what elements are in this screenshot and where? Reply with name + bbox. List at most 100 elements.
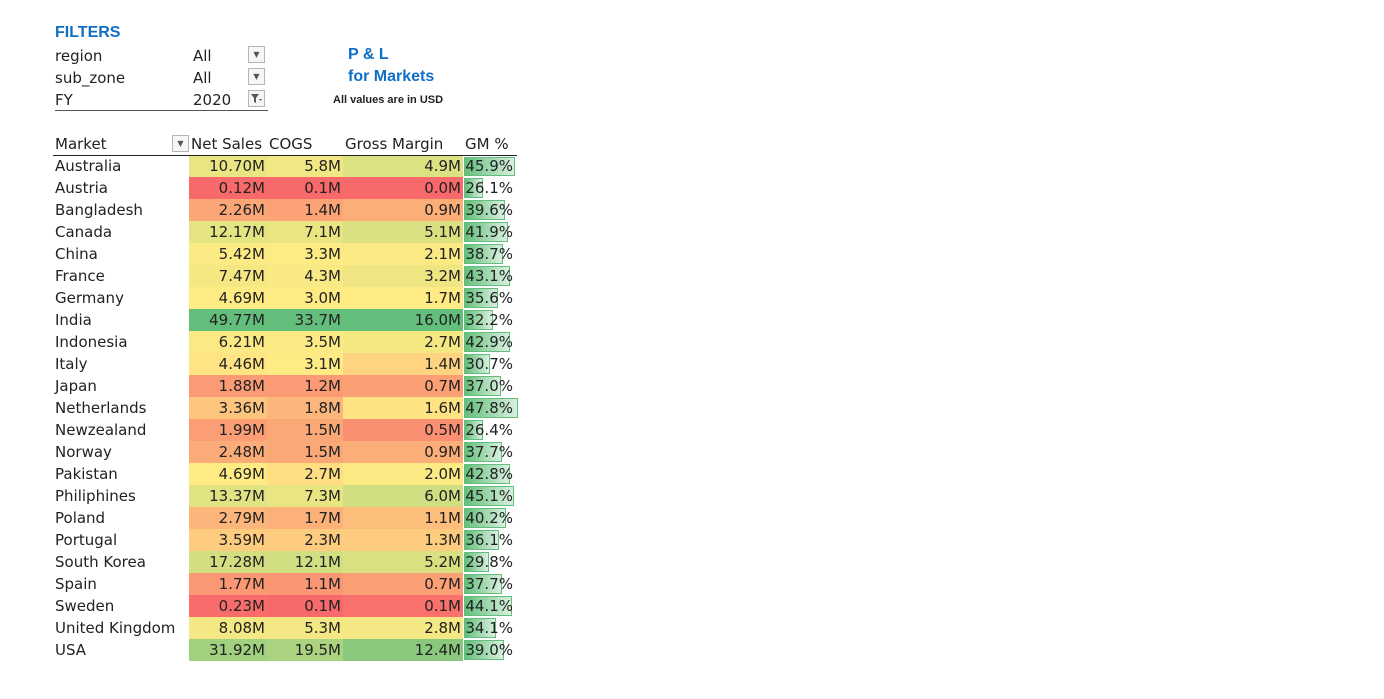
net-sales-cell[interactable]: 2.26M bbox=[189, 199, 267, 221]
market-name-cell[interactable]: Indonesia bbox=[55, 333, 128, 351]
market-name-cell[interactable]: Germany bbox=[55, 289, 124, 307]
cogs-cell[interactable]: 3.0M bbox=[267, 287, 343, 309]
cogs-cell[interactable]: 5.3M bbox=[267, 617, 343, 639]
net-sales-cell[interactable]: 1.99M bbox=[189, 419, 267, 441]
market-name-cell[interactable]: Norway bbox=[55, 443, 112, 461]
gross-margin-cell[interactable]: 0.7M bbox=[343, 573, 463, 595]
market-name-cell[interactable]: Bangladesh bbox=[55, 201, 143, 219]
gross-margin-cell[interactable]: 5.2M bbox=[343, 551, 463, 573]
market-name-cell[interactable]: Canada bbox=[55, 223, 113, 241]
net-sales-cell[interactable]: 5.42M bbox=[189, 243, 267, 265]
gross-margin-cell[interactable]: 4.9M bbox=[343, 155, 463, 177]
net-sales-cell[interactable]: 12.17M bbox=[189, 221, 267, 243]
gm-pct-cell[interactable]: 34.1% bbox=[463, 617, 517, 639]
gm-pct-cell[interactable]: 43.1% bbox=[463, 265, 517, 287]
net-sales-cell[interactable]: 3.36M bbox=[189, 397, 267, 419]
dropdown-arrow-icon[interactable]: ▼ bbox=[248, 68, 265, 85]
net-sales-cell[interactable]: 4.46M bbox=[189, 353, 267, 375]
gross-margin-cell[interactable]: 2.8M bbox=[343, 617, 463, 639]
gross-margin-cell[interactable]: 0.9M bbox=[343, 441, 463, 463]
filter-value-region[interactable]: All bbox=[193, 47, 212, 65]
gm-pct-cell[interactable]: 39.6% bbox=[463, 199, 517, 221]
market-name-cell[interactable]: Austria bbox=[55, 179, 108, 197]
net-sales-cell[interactable]: 7.47M bbox=[189, 265, 267, 287]
cogs-cell[interactable]: 19.5M bbox=[267, 639, 343, 661]
gross-margin-cell[interactable]: 0.0M bbox=[343, 177, 463, 199]
cogs-cell[interactable]: 1.5M bbox=[267, 441, 343, 463]
market-name-cell[interactable]: Netherlands bbox=[55, 399, 147, 417]
market-name-cell[interactable]: Sweden bbox=[55, 597, 115, 615]
gross-margin-cell[interactable]: 2.0M bbox=[343, 463, 463, 485]
cogs-cell[interactable]: 12.1M bbox=[267, 551, 343, 573]
gm-pct-cell[interactable]: 39.0% bbox=[463, 639, 517, 661]
cogs-cell[interactable]: 7.1M bbox=[267, 221, 343, 243]
gross-margin-cell[interactable]: 2.7M bbox=[343, 331, 463, 353]
gross-margin-cell[interactable]: 0.7M bbox=[343, 375, 463, 397]
net-sales-cell[interactable]: 13.37M bbox=[189, 485, 267, 507]
gm-pct-cell[interactable]: 35.6% bbox=[463, 287, 517, 309]
net-sales-cell[interactable]: 17.28M bbox=[189, 551, 267, 573]
gross-margin-cell[interactable]: 1.1M bbox=[343, 507, 463, 529]
gm-pct-cell[interactable]: 37.7% bbox=[463, 573, 517, 595]
market-name-cell[interactable]: China bbox=[55, 245, 98, 263]
gm-pct-cell[interactable]: 36.1% bbox=[463, 529, 517, 551]
dropdown-arrow-icon[interactable]: ▼ bbox=[248, 46, 265, 63]
cogs-cell[interactable]: 1.2M bbox=[267, 375, 343, 397]
gross-margin-cell[interactable]: 3.2M bbox=[343, 265, 463, 287]
net-sales-cell[interactable]: 0.12M bbox=[189, 177, 267, 199]
market-name-cell[interactable]: India bbox=[55, 311, 92, 329]
gross-margin-cell[interactable]: 1.3M bbox=[343, 529, 463, 551]
dropdown-arrow-icon[interactable]: ▼ bbox=[172, 135, 189, 152]
market-name-cell[interactable]: Japan bbox=[55, 377, 97, 395]
gm-pct-cell[interactable]: 41.9% bbox=[463, 221, 517, 243]
gm-pct-cell[interactable]: 42.8% bbox=[463, 463, 517, 485]
cogs-cell[interactable]: 1.8M bbox=[267, 397, 343, 419]
market-name-cell[interactable]: Australia bbox=[55, 157, 122, 176]
net-sales-cell[interactable]: 10.70M bbox=[189, 155, 267, 177]
gm-pct-cell[interactable]: 45.1% bbox=[463, 485, 517, 507]
gross-margin-cell[interactable]: 5.1M bbox=[343, 221, 463, 243]
cogs-cell[interactable]: 33.7M bbox=[267, 309, 343, 331]
market-name-cell[interactable]: France bbox=[55, 267, 105, 285]
net-sales-cell[interactable]: 8.08M bbox=[189, 617, 267, 639]
cogs-cell[interactable]: 5.8M bbox=[267, 155, 343, 177]
cogs-cell[interactable]: 2.7M bbox=[267, 463, 343, 485]
net-sales-cell[interactable]: 31.92M bbox=[189, 639, 267, 661]
net-sales-cell[interactable]: 2.48M bbox=[189, 441, 267, 463]
gm-pct-cell[interactable]: 40.2% bbox=[463, 507, 517, 529]
gm-pct-cell[interactable]: 32.2% bbox=[463, 309, 517, 331]
market-name-cell[interactable]: Newzealand bbox=[55, 421, 147, 439]
cogs-cell[interactable]: 1.1M bbox=[267, 573, 343, 595]
gross-margin-cell[interactable]: 0.5M bbox=[343, 419, 463, 441]
net-sales-cell[interactable]: 4.69M bbox=[189, 463, 267, 485]
market-name-cell[interactable]: Philiphines bbox=[55, 487, 136, 505]
gross-margin-cell[interactable]: 1.6M bbox=[343, 397, 463, 419]
market-name-cell[interactable]: Spain bbox=[55, 575, 97, 593]
gross-margin-cell[interactable]: 1.4M bbox=[343, 353, 463, 375]
gm-pct-cell[interactable]: 26.4% bbox=[463, 419, 517, 441]
market-name-cell[interactable]: United Kingdom bbox=[55, 619, 176, 637]
cogs-cell[interactable]: 4.3M bbox=[267, 265, 343, 287]
net-sales-cell[interactable]: 1.88M bbox=[189, 375, 267, 397]
net-sales-cell[interactable]: 49.77M bbox=[189, 309, 267, 331]
market-name-cell[interactable]: South Korea bbox=[55, 553, 146, 571]
cogs-cell[interactable]: 3.5M bbox=[267, 331, 343, 353]
cogs-cell[interactable]: 2.3M bbox=[267, 529, 343, 551]
gross-margin-cell[interactable]: 2.1M bbox=[343, 243, 463, 265]
header-market[interactable]: Market ▼ bbox=[53, 133, 189, 156]
gm-pct-cell[interactable]: 29.8% bbox=[463, 551, 517, 573]
gross-margin-cell[interactable]: 0.1M bbox=[343, 595, 463, 617]
cogs-cell[interactable]: 1.7M bbox=[267, 507, 343, 529]
filter-value-fy[interactable]: 2020 bbox=[193, 91, 232, 109]
net-sales-cell[interactable]: 6.21M bbox=[189, 331, 267, 353]
gm-pct-cell[interactable]: 45.9% bbox=[463, 155, 517, 177]
gm-pct-cell[interactable]: 37.7% bbox=[463, 441, 517, 463]
gm-pct-cell[interactable]: 44.1% bbox=[463, 595, 517, 617]
gross-margin-cell[interactable]: 16.0M bbox=[343, 309, 463, 331]
net-sales-cell[interactable]: 2.79M bbox=[189, 507, 267, 529]
gm-pct-cell[interactable]: 37.0% bbox=[463, 375, 517, 397]
gm-pct-cell[interactable]: 26.1% bbox=[463, 177, 517, 199]
cogs-cell[interactable]: 3.3M bbox=[267, 243, 343, 265]
cogs-cell[interactable]: 0.1M bbox=[267, 177, 343, 199]
filter-value-sub-zone[interactable]: All bbox=[193, 69, 212, 87]
